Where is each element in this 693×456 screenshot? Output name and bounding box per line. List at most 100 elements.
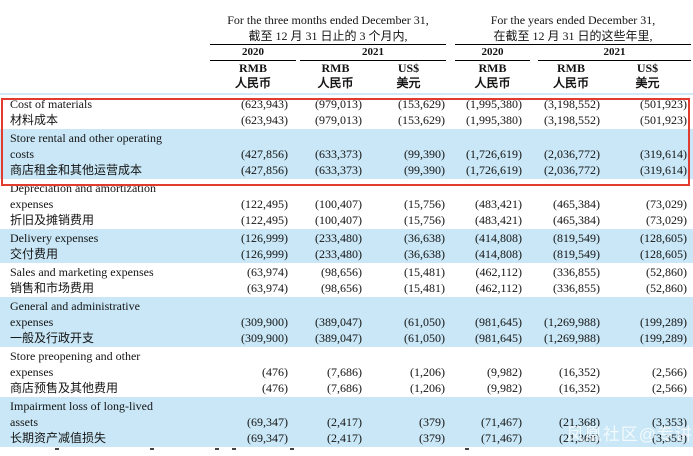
cell-value: (233,480) bbox=[315, 231, 362, 245]
cell-value: (52,860) bbox=[646, 281, 687, 295]
cell-value: (99,390) bbox=[404, 147, 445, 161]
row-label-en: Cost of materials bbox=[10, 97, 92, 111]
cell-value: (379) bbox=[419, 431, 445, 445]
cell-value: (819,549) bbox=[553, 231, 600, 245]
table-line: 销售和市场费用 (63,974) (98,656) (15,481) (462,112)… bbox=[0, 280, 693, 296]
cell-value: (1,995,380) bbox=[466, 97, 522, 111]
table-line: 长期资产减值损失 (69,347) (2,417) (379) (71,467) (21,… bbox=[0, 430, 693, 446]
header-currency-row-zh: 人民币 人民币 美元 人民币 人民币 美元 bbox=[0, 76, 693, 91]
cell-value: (16,352) bbox=[559, 381, 600, 395]
table-line: Cost of materials (623,943) (979,013) (153,… bbox=[0, 96, 693, 112]
cell-value: (63,974) bbox=[247, 265, 288, 279]
cell-value: (126,999) bbox=[241, 247, 288, 261]
table-line: 折旧及摊销费用 (122,495) (100,407) (15,756) (483,42… bbox=[0, 212, 693, 228]
row-label-en: General and administrative bbox=[10, 299, 140, 313]
table-line: 材料成本 (623,943) (979,013) (153,629) (1,995,38… bbox=[0, 112, 693, 128]
cell-value: (623,943) bbox=[241, 97, 288, 111]
cell-value: (15,481) bbox=[404, 281, 445, 295]
cell-value: (414,808) bbox=[475, 247, 522, 261]
row-label-zh: 折旧及摊销费用 bbox=[10, 213, 95, 227]
cell-value: (3,198,552) bbox=[544, 113, 600, 127]
cell-value: (465,384) bbox=[553, 213, 600, 227]
table-line: Impairment loss of long-lived bbox=[0, 398, 693, 414]
cell-value: (52,860) bbox=[646, 265, 687, 279]
cell-value: (1,206) bbox=[410, 365, 445, 379]
cell-value: (99,390) bbox=[404, 163, 445, 177]
row-label-en: Store rental and other operating bbox=[10, 131, 162, 145]
row-label-en: Delivery expenses bbox=[10, 231, 99, 245]
table-row: General and administrative expenses (309,9… bbox=[0, 297, 693, 347]
year-2020-years: 2020 bbox=[455, 45, 530, 61]
cell-value: (414,808) bbox=[475, 231, 522, 245]
cell-value: (71,467) bbox=[481, 431, 522, 445]
cell-value: (819,549) bbox=[553, 247, 600, 261]
table-line: costs (427,856) (633,373) (99,390) (1,726,61… bbox=[0, 146, 693, 162]
currency-col5-zh: 人民币 bbox=[552, 76, 589, 90]
cell-value: (3,353) bbox=[652, 415, 687, 429]
cell-value: (16,352) bbox=[559, 365, 600, 379]
cell-value: (389,047) bbox=[315, 315, 362, 329]
table-body: Cost of materials (623,943) (979,013) (153,… bbox=[0, 95, 693, 447]
cell-value: (233,480) bbox=[315, 247, 362, 261]
table-row: Impairment loss of long-lived assets (69,3… bbox=[0, 397, 693, 447]
cell-value: (319,614) bbox=[640, 147, 687, 161]
currency-col3-zh: 美元 bbox=[396, 76, 421, 90]
currency-col1-en: RMB bbox=[239, 61, 267, 75]
watermark-text: 凤凰社区@专讲 bbox=[566, 425, 693, 444]
table-line: Delivery expenses (126,999) (233,480) (36,6… bbox=[0, 230, 693, 246]
cell-value: (476) bbox=[262, 365, 288, 379]
cell-value: (15,756) bbox=[404, 213, 445, 227]
cell-value: (73,029) bbox=[646, 213, 687, 227]
cell-value: (427,856) bbox=[241, 163, 288, 177]
header-bottom-rule bbox=[0, 93, 693, 95]
cell-value: (61,050) bbox=[404, 331, 445, 345]
cell-value: (128,605) bbox=[640, 231, 687, 245]
cell-value: (309,900) bbox=[241, 331, 288, 345]
cell-value: (36,638) bbox=[404, 231, 445, 245]
cell-value: (2,566) bbox=[652, 381, 687, 395]
cell-value: (1,726,619) bbox=[466, 163, 522, 177]
row-label-zh: 交付费用 bbox=[10, 247, 59, 261]
cell-value: (128,605) bbox=[640, 247, 687, 261]
cell-value: (462,112) bbox=[475, 265, 522, 279]
cell-value: (199,289) bbox=[640, 331, 687, 345]
cell-value: (21,368) bbox=[559, 431, 600, 445]
cell-value: (1,726,619) bbox=[466, 147, 522, 161]
cell-value: (319,614) bbox=[640, 163, 687, 177]
currency-col6-en: US$ bbox=[636, 61, 659, 75]
table-line: General and administrative bbox=[0, 298, 693, 314]
cell-value: (61,050) bbox=[404, 315, 445, 329]
cell-value: (623,943) bbox=[241, 113, 288, 127]
year-2021-years: 2021 bbox=[538, 45, 691, 61]
cell-value: (3,353) bbox=[652, 431, 687, 445]
cell-value: (100,407) bbox=[315, 197, 362, 211]
cell-value: (379) bbox=[419, 415, 445, 429]
cell-value: (501,923) bbox=[640, 113, 687, 127]
currency-col1-zh: 人民币 bbox=[234, 76, 271, 90]
row-label-en: assets bbox=[10, 415, 38, 429]
year-2020-three-months: 2020 bbox=[210, 45, 296, 61]
cell-value: (1,269,988) bbox=[544, 331, 600, 345]
cell-value: (336,855) bbox=[553, 265, 600, 279]
cell-value: (21,368) bbox=[559, 415, 600, 429]
table-line: Sales and marketing expenses (63,974) (98,… bbox=[0, 264, 693, 280]
row-label-en: expenses bbox=[10, 315, 54, 329]
cell-value: (465,384) bbox=[553, 197, 600, 211]
cell-value: (73,029) bbox=[646, 197, 687, 211]
cell-value: (36,638) bbox=[404, 247, 445, 261]
cell-value: (2,417) bbox=[327, 431, 362, 445]
period-years-title-en: For the years ended December 31, bbox=[490, 13, 656, 27]
cell-value: (1,995,380) bbox=[466, 113, 522, 127]
period-three-months-title-en: For the three months ended December 31, bbox=[227, 13, 429, 27]
header-period-row-zh: 截至 12 月 31 日止的 3 个月内, 在截至 12 月 31 日的这些年里… bbox=[0, 28, 693, 45]
cell-value: (427,856) bbox=[241, 147, 288, 161]
row-label-zh: 销售和市场费用 bbox=[10, 281, 95, 295]
row-label-zh: 材料成本 bbox=[10, 113, 59, 127]
cell-value: (15,481) bbox=[404, 265, 445, 279]
cell-value: (979,013) bbox=[315, 97, 362, 111]
cell-value: (981,645) bbox=[475, 315, 522, 329]
header-period-row-en: For the three months ended December 31, … bbox=[0, 12, 693, 28]
cell-value: (633,373) bbox=[315, 163, 362, 177]
currency-col2-en: RMB bbox=[321, 61, 350, 75]
currency-col5-en: RMB bbox=[557, 61, 585, 75]
